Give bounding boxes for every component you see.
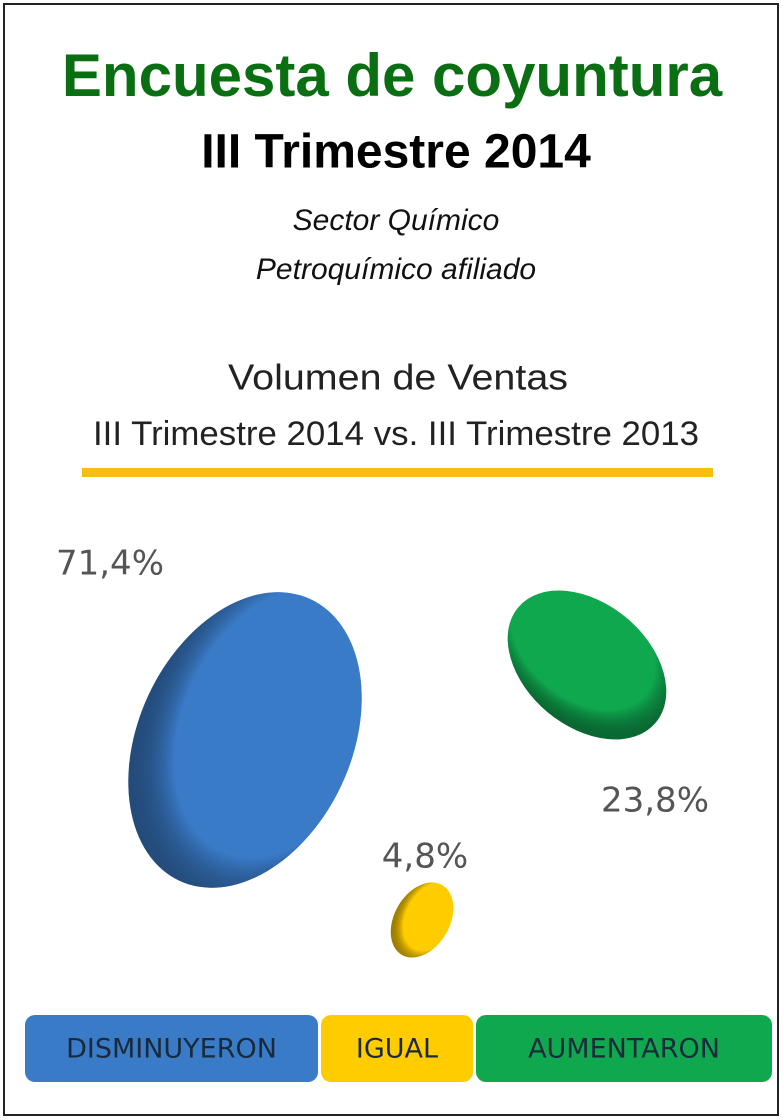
bubble-shade [390,882,454,958]
legend-box [321,1015,473,1082]
divider [82,468,713,477]
bubble-shade [128,592,362,888]
legend-label: DISMINUYERON [66,1034,277,1065]
data-label: 4,8% [382,837,468,877]
sector-line: Sector Químico [293,204,500,237]
sector-line: Petroquímico afiliado [256,253,536,286]
legend-label: AUMENTARON [528,1034,720,1065]
title: Encuesta de coyuntura [62,42,723,109]
bubble-shade [507,590,667,740]
subtitle: III Trimestre 2014 [201,126,591,179]
legend-box [476,1015,772,1082]
data-label: 71,4% [56,544,164,584]
chart-title: Volumen de Ventas [228,357,568,398]
legend-box [25,1015,318,1082]
legend-label: IGUAL [356,1034,438,1065]
data-label: 23,8% [601,781,709,821]
chart-subtitle: III Trimestre 2014 vs. III Trimestre 201… [93,415,699,453]
